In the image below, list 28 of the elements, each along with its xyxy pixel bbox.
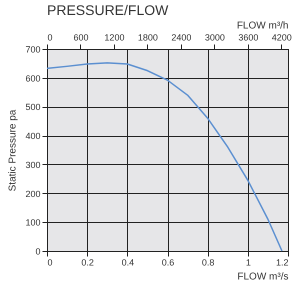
y-tick-label: 700 — [25, 44, 40, 54]
x-axis-title: FLOW m³/s — [237, 272, 288, 282]
x2-tick-label: 1800 — [138, 32, 158, 42]
x-tick-label: 0 — [48, 258, 53, 268]
y-tick-label: 100 — [25, 218, 40, 228]
x-tick-label: 0.8 — [202, 258, 214, 268]
x2-tick-label: 4200 — [272, 32, 292, 42]
x2-tick-label: 0 — [48, 32, 53, 42]
y-axis-title: Static Pressure pa — [7, 109, 18, 192]
x2-tick-label: 3000 — [204, 32, 225, 42]
x2-tick-label: 600 — [73, 32, 88, 42]
x-tick-label: 0.6 — [162, 258, 174, 268]
x2-tick-label: 1200 — [104, 32, 124, 42]
x2-tick-label: 3600 — [238, 32, 258, 42]
x2-tick-label: 2400 — [171, 32, 192, 42]
x-tick-label: 1.2 — [276, 258, 288, 268]
y-tick-label: 500 — [25, 102, 40, 112]
x2-axis-title: FLOW m³/h — [236, 20, 288, 32]
x-tick-label: 0.2 — [81, 258, 94, 268]
x-tick-label: 1 — [246, 258, 251, 268]
chart-title: PRESSURE/FLOW — [47, 2, 170, 18]
y-tick-label: 300 — [25, 160, 40, 170]
y-tick-label: 200 — [25, 188, 40, 199]
y-tick-label: 0 — [35, 246, 40, 256]
y-tick-label: 400 — [25, 131, 40, 142]
line-series — [46, 62, 283, 252]
x-tick-label: 0.4 — [122, 258, 134, 268]
y-tick-label: 600 — [25, 73, 40, 84]
